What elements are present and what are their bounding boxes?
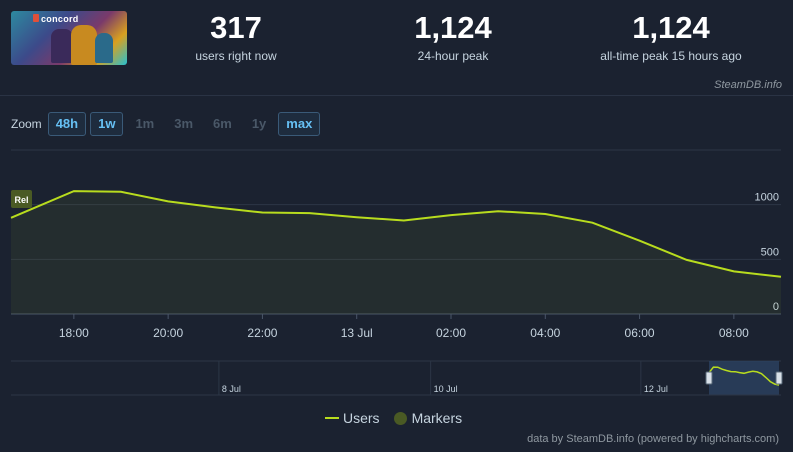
markers-dot-icon <box>393 411 407 425</box>
x-tick-label: 18:00 <box>59 326 89 340</box>
thumbnail-logo-text: concord <box>41 14 79 24</box>
stats-header: concord 317 users right now 1,124 24-hou… <box>0 0 793 76</box>
users-line <box>10 190 782 278</box>
stat-value: 1,124 <box>414 10 492 45</box>
zoom-1w-button[interactable]: 1w <box>90 112 124 136</box>
stat-label: 24-hour peak <box>417 49 489 63</box>
navigator-label: 10 Jul <box>434 384 458 394</box>
stat-value: 1,124 <box>632 10 710 45</box>
stat-all-time-peak: 1,124 all-time peak 15 hours ago <box>576 10 766 63</box>
navigator-handle-right <box>775 371 783 385</box>
zoom-toolbar: Zoom 48h 1w 1m 3m 6m 1y max <box>11 112 324 136</box>
x-tick-label: 02:00 <box>436 326 466 340</box>
zoom-6m-button[interactable]: 6m <box>213 116 232 131</box>
x-tick-label: 06:00 <box>625 326 655 340</box>
zoom-1m-button[interactable]: 1m <box>135 116 155 131</box>
stat-label: users right now <box>195 49 277 63</box>
plot-area <box>11 150 781 314</box>
legend-item-markers[interactable]: Markers <box>393 410 463 426</box>
legend-label: Markers <box>411 410 463 426</box>
zoom-label: Zoom <box>11 117 42 131</box>
stat-current-users: 317 users right now <box>141 10 331 63</box>
x-tick-label: 22:00 <box>247 326 277 340</box>
navigator-handle-left <box>705 371 713 385</box>
x-tick-label: 08:00 <box>719 326 749 340</box>
character-figure <box>95 33 113 63</box>
chart-legend: Users Markers <box>325 410 476 426</box>
zoom-1y-button[interactable]: 1y <box>251 116 267 131</box>
concord-logo-icon <box>33 14 39 22</box>
x-tick-label: 04:00 <box>530 326 560 340</box>
chart-credit[interactable]: data by SteamDB.info (powered by highcha… <box>527 433 779 445</box>
steamdb-credit[interactable]: SteamDB.info <box>714 79 782 91</box>
divider <box>0 95 793 96</box>
y-tick-label: 0 <box>773 301 779 313</box>
zoom-max-button[interactable]: max <box>278 112 321 136</box>
legend-label: Users <box>343 410 380 426</box>
release-marker-label: Rel <box>14 195 28 205</box>
navigator-label: 8 Jul <box>222 384 241 394</box>
y-tick-label: 1000 <box>755 192 779 204</box>
x-tick-label: 13 Jul <box>341 326 373 340</box>
character-figure <box>71 25 97 65</box>
zoom-3m-button[interactable]: 3m <box>174 116 194 131</box>
y-tick-label: 500 <box>761 246 779 258</box>
users-line-icon <box>325 417 339 419</box>
character-figure <box>51 29 73 63</box>
stat-24h-peak: 1,124 24-hour peak <box>358 10 548 63</box>
stat-value: 317 <box>210 10 262 45</box>
navigator-selection <box>709 361 779 395</box>
legend-item-users[interactable]: Users <box>325 410 380 426</box>
release-marker <box>11 190 32 208</box>
navigator-series <box>708 366 780 386</box>
navigator-label: 12 Jul <box>644 384 668 394</box>
game-thumbnail[interactable]: concord <box>11 11 127 65</box>
zoom-48h-button[interactable]: 48h <box>47 112 87 136</box>
users-area <box>11 191 781 314</box>
stat-label: all-time peak 15 hours ago <box>600 49 742 63</box>
x-tick-label: 20:00 <box>153 326 183 340</box>
